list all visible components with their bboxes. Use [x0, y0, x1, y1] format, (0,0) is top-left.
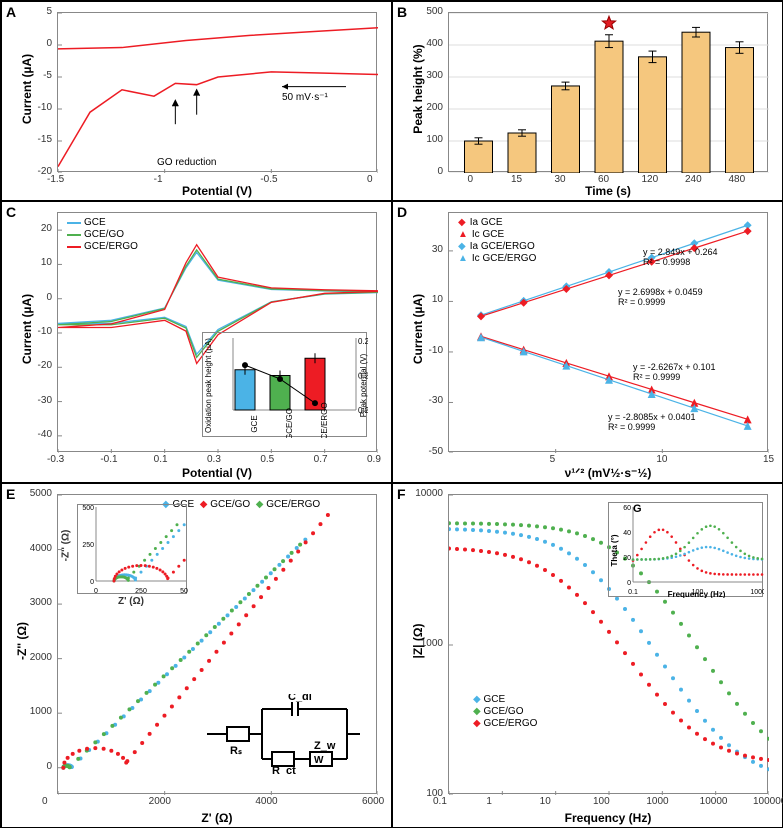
panel-e-inset-ylabel: -Z'' (Ω): [60, 530, 71, 562]
panel-d-eq1: y = 2.849x + 0.264 R² = 0.9998: [643, 247, 718, 267]
panel-f-legend: ◆ GCE◆ GCE/GO◆ GCE/ERGO: [473, 694, 537, 730]
panel-f: F |Z| (Ω) Frequency (Hz) 0.1110100100010…: [392, 483, 783, 828]
panel-a-label: A: [6, 4, 16, 20]
panel-b-label: B: [397, 4, 407, 20]
svg-text:GCE/GO: GCE/GO: [285, 408, 294, 438]
svg-text:40: 40: [623, 530, 631, 537]
svg-text:0.225: 0.225: [358, 337, 368, 346]
svg-text:0.1: 0.1: [628, 589, 638, 596]
panel-e-inset: 02505000250500 -Z'' (Ω) Z' (Ω): [77, 504, 187, 594]
svg-text:GCE: GCE: [250, 415, 259, 432]
panel-g-label: G: [633, 503, 642, 515]
svg-text:60: 60: [623, 505, 631, 512]
panel-b: B Peak height (%) Time (s) 0100200300400…: [392, 1, 783, 201]
panel-a-scanrate: 50 mV·s⁻¹: [282, 92, 328, 103]
panel-e-ylabel: -Z'' (Ω): [15, 601, 29, 681]
svg-text:500: 500: [82, 505, 94, 512]
svg-text:R_ct: R_ct: [272, 765, 296, 774]
panel-e-xlabel: Z' (Ω): [57, 811, 377, 825]
svg-text:Peak potential (V): Peak potential (V): [359, 353, 368, 417]
panel-c-legend: GCEGCE/GOGCE/ERGO: [67, 217, 138, 253]
svg-text:Z_w: Z_w: [314, 740, 336, 752]
panel-d-legend: ◆Ia GCE▲Ic GCE◆Ia GCE/ERGO▲Ic GCE/ERGO: [458, 217, 536, 265]
svg-text:Theta (°): Theta (°): [610, 534, 619, 566]
panel-a-plot: [57, 12, 377, 172]
svg-text:Rₛ: Rₛ: [230, 745, 242, 757]
panel-d-label: D: [397, 204, 407, 220]
panel-a-go-reduction: GO reduction: [157, 157, 216, 168]
panel-d-xlabel: ν¹ᐟ² (mV½·s⁻½): [448, 466, 768, 480]
figure: A Current (µA) Potential (V) -1.5-1-0.50…: [0, 0, 783, 828]
panel-c-xlabel: Potential (V): [57, 466, 377, 480]
panel-e-inset-xlabel: Z' (Ω): [118, 596, 144, 607]
svg-text:0: 0: [627, 580, 631, 587]
svg-text:C_dl: C_dl: [288, 694, 312, 703]
panel-c: C Current (µA) Potential (V) -0.3-0.10.1…: [1, 201, 392, 483]
svg-text:Oxidation peak height (µA): Oxidation peak height (µA): [204, 338, 213, 433]
panel-e-circuit: Rₛ C_dl R_ct W Z_w: [202, 694, 362, 774]
panel-c-label: C: [6, 204, 16, 220]
panel-e-label: E: [6, 486, 15, 502]
svg-text:500: 500: [180, 588, 188, 595]
svg-text:100000: 100000: [750, 589, 764, 596]
panel-d: D Current (µA) ν¹ᐟ² (mV½·s⁻½) 51015-50-3…: [392, 201, 783, 483]
panel-e: E -Z'' (Ω) Z' (Ω) 0200040006000010002000…: [1, 483, 392, 828]
panel-d-eq3: y = -2.6267x + 0.101 R² = 0.9999: [633, 362, 716, 382]
svg-text:250: 250: [135, 588, 147, 595]
svg-text:0: 0: [94, 588, 98, 595]
panel-c-inset: GCEGCE/GOGCE/ERGO0.2050.2150.225Oxidatio…: [202, 332, 367, 437]
panel-f-label: F: [397, 486, 406, 502]
panel-g-inset: 02040600.1100100000Theta (°)Frequency (H…: [608, 502, 763, 597]
panel-b-plot: [448, 12, 768, 172]
panel-a: A Current (µA) Potential (V) -1.5-1-0.50…: [1, 1, 392, 201]
svg-text:W: W: [314, 755, 324, 766]
svg-text:250: 250: [82, 542, 94, 549]
svg-text:GCE/ERGO: GCE/ERGO: [320, 402, 329, 438]
panel-f-xlabel: Frequency (Hz): [448, 811, 768, 825]
svg-text:Frequency (Hz): Frequency (Hz): [668, 590, 726, 598]
panel-a-ylabel: Current (µA): [20, 39, 34, 139]
panel-b-xlabel: Time (s): [448, 184, 768, 198]
svg-text:20: 20: [623, 555, 631, 562]
panel-d-eq4: y = -2.8085x + 0.0401 R² = 0.9999: [608, 412, 696, 432]
svg-text:0: 0: [90, 579, 94, 586]
panel-d-eq2: y = 2.6998x + 0.0459 R² = 0.9999: [618, 287, 703, 307]
panel-a-xlabel: Potential (V): [57, 184, 377, 198]
panel-b-ylabel: Peak height (%): [411, 34, 425, 144]
